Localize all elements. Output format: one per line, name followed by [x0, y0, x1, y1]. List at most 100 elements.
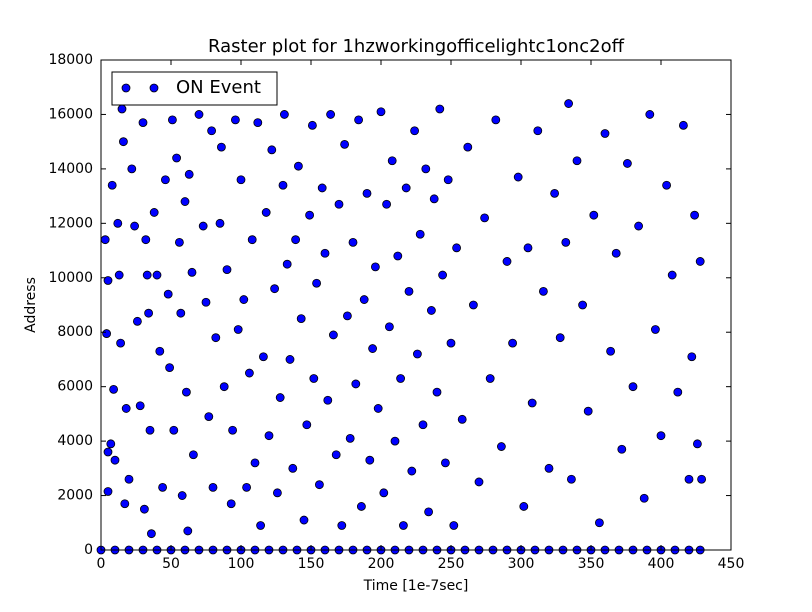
legend-label: ON Event: [176, 77, 261, 98]
data-point: [194, 110, 204, 119]
data-point: [491, 115, 501, 125]
data-point: [317, 183, 327, 193]
data-point: [474, 477, 484, 487]
data-point: [368, 344, 378, 353]
data-point: [132, 316, 142, 326]
data-point: [527, 398, 537, 408]
data-point: [228, 425, 238, 435]
data-point: [429, 194, 439, 204]
data-point: [693, 439, 702, 449]
data-point: [435, 104, 445, 114]
data-point: [181, 387, 191, 397]
data-point: [256, 521, 266, 530]
plot-frame: [100, 59, 732, 551]
x-tick-label: 0: [97, 556, 106, 572]
data-point: [253, 118, 263, 128]
data-point: [198, 221, 208, 231]
data-point: [407, 466, 417, 476]
data-point: [328, 330, 338, 340]
data-point: [169, 425, 179, 435]
data-point: [446, 338, 456, 348]
data-point: [359, 295, 369, 304]
data-point: [226, 499, 236, 509]
data-point: [244, 368, 254, 378]
data-point: [440, 458, 450, 468]
data-point: [272, 488, 282, 498]
data-point: [468, 300, 478, 310]
data-point: [204, 412, 214, 422]
data-point: [651, 325, 660, 334]
data-point: [176, 308, 186, 318]
data-point: [645, 110, 655, 119]
data-point: [561, 237, 571, 247]
y-tick-label: 8000: [57, 324, 93, 340]
data-point: [331, 450, 341, 460]
data-point: [379, 488, 389, 498]
data-point: [309, 374, 319, 383]
data-point: [291, 235, 301, 245]
data-point: [438, 270, 448, 280]
data-point: [139, 504, 149, 514]
data-point: [519, 502, 529, 511]
data-point: [539, 286, 548, 296]
data-point: [230, 115, 240, 125]
data-point: [337, 521, 347, 530]
data-point: [288, 463, 298, 473]
data-point: [393, 251, 403, 261]
chart-title: Raster plot for 1hzworkingofficelightc1o…: [208, 36, 625, 57]
data-point: [662, 180, 671, 190]
data-point: [623, 159, 632, 168]
data-point: [177, 491, 187, 500]
data-point: [320, 248, 330, 258]
data-point: [600, 129, 610, 138]
data-point: [697, 474, 706, 484]
data-point: [215, 218, 225, 228]
data-point: [312, 278, 322, 288]
y-tick-label: 6000: [57, 379, 93, 395]
x-tick-label: 300: [508, 556, 535, 572]
data-point: [396, 374, 406, 383]
x-tick-label: 350: [578, 556, 605, 572]
y-tick-label: 16000: [48, 106, 93, 122]
data-point: [452, 243, 462, 253]
data-point: [356, 502, 366, 511]
y-tick-label: 12000: [48, 215, 93, 231]
data-point: [502, 257, 512, 266]
data-point: [684, 474, 694, 484]
data-point: [142, 270, 152, 280]
data-point: [187, 267, 197, 277]
data-point: [183, 526, 193, 536]
data-point: [146, 529, 156, 539]
data-point: [373, 404, 383, 413]
data-point: [550, 188, 559, 198]
data-point: [174, 237, 184, 247]
data-point: [120, 499, 130, 509]
data-point: [382, 199, 392, 209]
data-point: [667, 270, 677, 280]
data-point: [508, 338, 517, 348]
data-point: [261, 208, 271, 217]
data-point: [387, 156, 397, 166]
data-point: [278, 180, 288, 190]
data-point: [149, 208, 159, 217]
data-point: [564, 99, 573, 108]
data-point: [305, 210, 315, 220]
data-point: [611, 248, 621, 258]
data-point: [163, 289, 173, 299]
data-point: [236, 175, 246, 185]
legend-marker: [149, 83, 159, 93]
data-point: [639, 493, 649, 503]
data-point: [138, 118, 148, 128]
data-point: [634, 221, 643, 231]
data-point: [673, 387, 683, 397]
data-point: [432, 387, 442, 397]
data-point: [264, 431, 274, 441]
data-point: [144, 308, 154, 318]
y-tick-label: 10000: [48, 270, 93, 286]
data-point: [275, 393, 285, 402]
x-axis-label: Time [1e-7sec]: [363, 578, 469, 594]
data-point: [239, 295, 249, 304]
data-point: [679, 120, 688, 130]
